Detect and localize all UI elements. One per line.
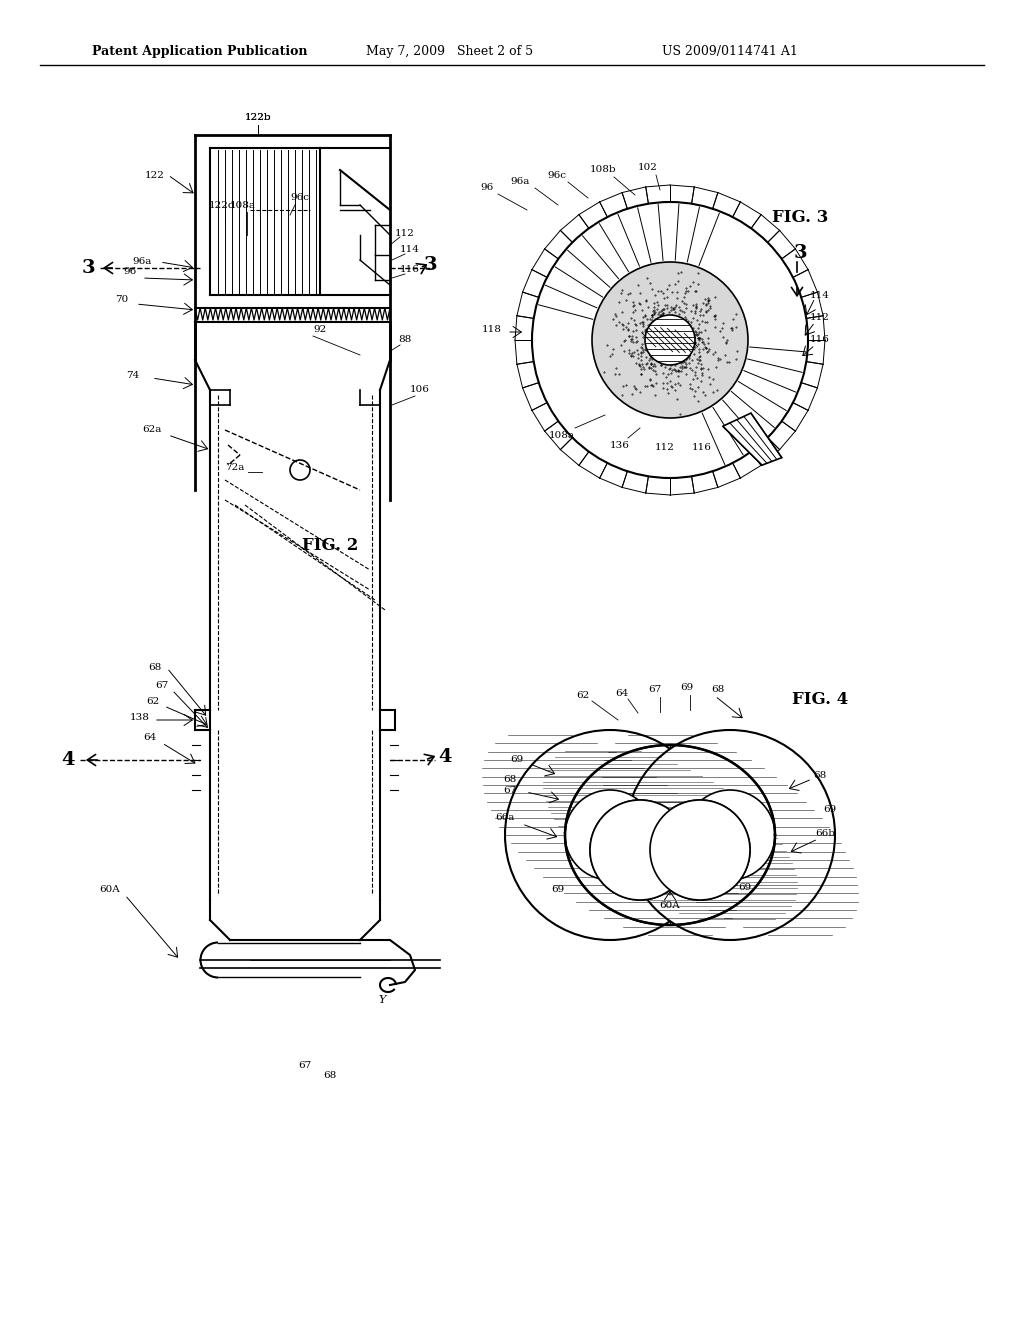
Text: 138: 138 xyxy=(130,714,150,722)
Text: 69: 69 xyxy=(510,755,523,764)
Text: 118: 118 xyxy=(482,326,502,334)
Text: 62: 62 xyxy=(146,697,160,706)
Text: 92: 92 xyxy=(313,326,327,334)
Text: 60A: 60A xyxy=(99,886,121,895)
Circle shape xyxy=(505,730,715,940)
Text: 74: 74 xyxy=(126,371,139,380)
Text: 62a: 62a xyxy=(142,425,162,434)
Text: 136: 136 xyxy=(610,441,630,450)
Text: 108a: 108a xyxy=(230,201,256,210)
Text: 108a: 108a xyxy=(549,430,575,440)
Text: 112: 112 xyxy=(810,314,829,322)
Text: 67: 67 xyxy=(156,681,169,689)
Text: 114: 114 xyxy=(400,246,420,255)
Text: 96: 96 xyxy=(123,268,136,276)
Text: FIG. 2: FIG. 2 xyxy=(302,536,358,553)
Text: 116: 116 xyxy=(810,335,829,345)
Circle shape xyxy=(650,800,750,900)
Text: 102: 102 xyxy=(638,164,658,173)
Text: 96c: 96c xyxy=(548,170,566,180)
Text: 3: 3 xyxy=(81,259,95,277)
Circle shape xyxy=(625,730,835,940)
Text: 96: 96 xyxy=(480,183,494,193)
Text: 69: 69 xyxy=(680,684,693,693)
Circle shape xyxy=(650,800,750,900)
Text: 108b: 108b xyxy=(590,165,616,174)
Circle shape xyxy=(685,789,775,880)
Text: 68: 68 xyxy=(148,664,162,672)
Text: 68: 68 xyxy=(712,685,725,694)
Text: 112: 112 xyxy=(655,444,675,453)
Text: 67: 67 xyxy=(298,1060,311,1069)
Polygon shape xyxy=(723,413,781,465)
Circle shape xyxy=(590,800,690,900)
Text: 67: 67 xyxy=(648,685,662,694)
Text: 88: 88 xyxy=(398,335,412,345)
Text: 96c: 96c xyxy=(291,194,309,202)
Text: US 2009/0114741 A1: US 2009/0114741 A1 xyxy=(663,45,798,58)
Text: 122d: 122d xyxy=(209,201,236,210)
Circle shape xyxy=(592,261,748,418)
Text: 116: 116 xyxy=(400,265,420,275)
Text: 96a: 96a xyxy=(132,257,152,267)
Text: FIG. 4: FIG. 4 xyxy=(792,692,848,709)
Text: 66b: 66b xyxy=(815,829,835,837)
Text: 62: 62 xyxy=(577,690,590,700)
Text: 68: 68 xyxy=(813,771,826,780)
Text: 72a: 72a xyxy=(225,463,245,473)
Text: 114: 114 xyxy=(810,290,829,300)
Text: 68
67: 68 67 xyxy=(504,775,517,795)
Circle shape xyxy=(645,315,695,366)
Text: 122b: 122b xyxy=(245,114,271,123)
Text: Patent Application Publication: Patent Application Publication xyxy=(92,45,308,58)
Text: 68: 68 xyxy=(324,1071,337,1080)
Text: 112: 112 xyxy=(395,228,415,238)
Text: 116: 116 xyxy=(692,444,712,453)
Text: 96a: 96a xyxy=(510,177,529,186)
Text: 64: 64 xyxy=(615,689,629,697)
Text: 60A: 60A xyxy=(659,900,680,909)
Text: 64: 64 xyxy=(143,734,157,742)
Text: 122: 122 xyxy=(145,170,165,180)
Text: FIG. 3: FIG. 3 xyxy=(772,210,828,227)
Text: May 7, 2009   Sheet 2 of 5: May 7, 2009 Sheet 2 of 5 xyxy=(367,45,534,58)
Text: 69: 69 xyxy=(738,883,752,892)
Text: 70: 70 xyxy=(116,296,129,305)
Text: 69: 69 xyxy=(551,886,564,895)
Text: 106: 106 xyxy=(410,385,430,395)
Text: 4: 4 xyxy=(438,748,452,766)
Text: Y: Y xyxy=(378,995,386,1005)
Text: 69: 69 xyxy=(823,805,837,814)
Text: 3: 3 xyxy=(794,244,807,261)
Text: 66a: 66a xyxy=(496,813,515,822)
Text: Y: Y xyxy=(672,836,679,845)
Circle shape xyxy=(565,789,655,880)
Polygon shape xyxy=(565,744,775,925)
Text: 3: 3 xyxy=(423,256,437,275)
Text: 122b: 122b xyxy=(245,114,271,123)
Text: 4: 4 xyxy=(61,751,75,770)
Circle shape xyxy=(590,800,690,900)
